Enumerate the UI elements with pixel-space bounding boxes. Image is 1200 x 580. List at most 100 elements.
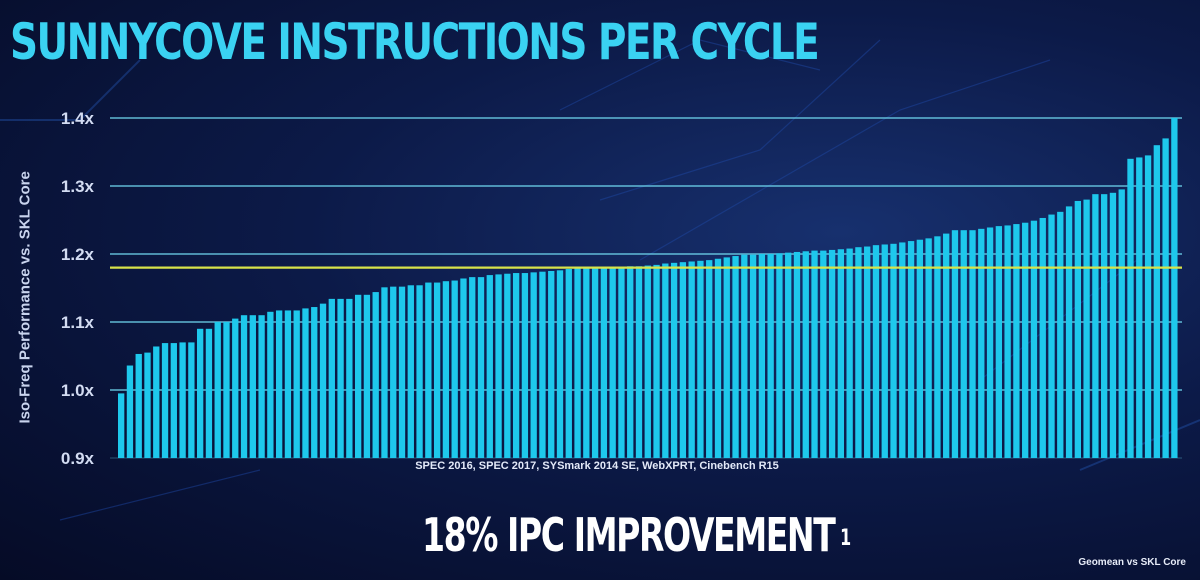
- bar: [820, 250, 827, 458]
- bar: [249, 315, 256, 458]
- bar: [600, 266, 608, 458]
- bar: [583, 267, 590, 458]
- ipc-improvement-headline: 18% IPC IMPROVEMENT 1: [422, 505, 851, 565]
- benchmark-source-note: SPEC 2016, SPEC 2017, SYSmark 2014 SE, W…: [0, 460, 1200, 472]
- bar: [205, 328, 213, 458]
- bar: [381, 287, 388, 458]
- bar: [390, 286, 397, 458]
- bar: [311, 307, 318, 458]
- bar: [828, 249, 836, 458]
- bar: [477, 277, 485, 458]
- bar: [793, 251, 801, 458]
- bar: [170, 343, 177, 458]
- bar: [460, 278, 467, 458]
- bar: [802, 251, 809, 458]
- bar: [442, 281, 450, 458]
- bar: [723, 257, 730, 458]
- bar: [284, 310, 292, 458]
- bar: [960, 230, 967, 458]
- bar: [1092, 194, 1099, 458]
- bar: [986, 227, 994, 458]
- benchmark-source-text: SPEC 2016, SPEC 2017, SYSmark 2014 SE, W…: [415, 460, 779, 472]
- bar: [995, 226, 1003, 458]
- bar: [706, 260, 713, 458]
- bar: [1144, 155, 1152, 458]
- bar: [1162, 138, 1169, 458]
- bar: [688, 261, 695, 458]
- bar: [135, 353, 142, 458]
- bar: [907, 241, 915, 458]
- bar: [951, 230, 959, 458]
- bar: [864, 246, 871, 458]
- bar: [486, 275, 493, 458]
- bar: [469, 277, 476, 458]
- geomean-footnote: Geomean vs SKL Core: [1078, 557, 1186, 568]
- bar: [302, 308, 309, 458]
- bar: [530, 272, 537, 458]
- y-tick-label: 1.2x: [61, 245, 95, 264]
- bar: [328, 298, 335, 458]
- bar: [890, 243, 897, 458]
- bar: [179, 342, 186, 458]
- page-title: SUNNYCOVE INSTRUCTIONS PER CYCLE: [10, 13, 820, 71]
- bar: [925, 238, 932, 458]
- bar: [354, 294, 362, 458]
- bar: [416, 285, 423, 458]
- bar: [591, 267, 599, 458]
- bar: [504, 273, 511, 458]
- bar: [662, 263, 669, 458]
- bar: [635, 266, 643, 458]
- bar: [565, 268, 572, 458]
- y-tick-label: 1.4x: [61, 109, 95, 128]
- bar: [1057, 211, 1064, 458]
- bar: [521, 273, 529, 458]
- bar: [758, 254, 766, 458]
- bar: [1127, 158, 1134, 459]
- bar: [495, 274, 502, 458]
- y-tick-label: 1.0x: [61, 381, 95, 400]
- bar: [872, 245, 880, 458]
- bar: [1030, 220, 1038, 458]
- bar: [188, 342, 195, 458]
- headline-text: 18% IPC IMPROVEMENT: [422, 508, 836, 562]
- y-tick-label: 1.3x: [61, 177, 95, 196]
- bar: [363, 294, 371, 458]
- y-tick-label: 0.9x: [61, 449, 95, 468]
- bar: [240, 315, 248, 458]
- bar: [1083, 199, 1090, 458]
- bar: [969, 230, 976, 458]
- bar: [258, 315, 265, 458]
- bar: [214, 322, 221, 458]
- bar: [1048, 214, 1055, 458]
- bar: [670, 262, 678, 458]
- bar: [1109, 192, 1117, 459]
- bar: [1153, 145, 1160, 458]
- bar: [425, 282, 432, 458]
- bar: [855, 247, 862, 458]
- bar: [1022, 222, 1029, 458]
- bar: [319, 303, 327, 458]
- bar: [943, 233, 950, 458]
- bar: [916, 239, 924, 458]
- bar: [548, 271, 555, 458]
- bar: [609, 266, 616, 458]
- bar: [337, 298, 344, 458]
- bar: [741, 254, 748, 458]
- bar: [275, 310, 283, 458]
- bar: [451, 280, 458, 458]
- bar: [153, 346, 160, 458]
- bar: [372, 292, 379, 458]
- bar: [714, 258, 722, 458]
- bar: [1013, 224, 1020, 458]
- bar: [144, 352, 151, 458]
- bar: [767, 254, 774, 458]
- bar: [126, 365, 134, 458]
- bar: [732, 256, 739, 458]
- bar: [1074, 200, 1081, 458]
- bar: [539, 271, 546, 458]
- bar: [232, 318, 239, 458]
- bar: [223, 322, 230, 458]
- bar: [899, 242, 906, 458]
- bar: [749, 254, 757, 458]
